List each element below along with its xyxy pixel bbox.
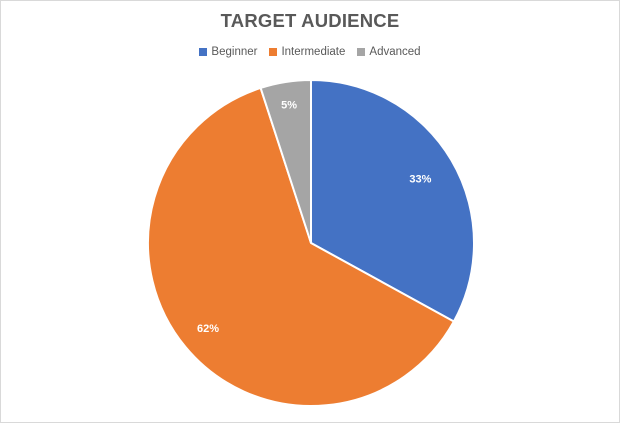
legend-swatch-beginner — [199, 48, 208, 56]
pie-slices — [147, 78, 475, 407]
legend-label-advanced: Advanced — [369, 46, 421, 58]
pie-slice-advanced — [259, 78, 312, 244]
pie-slice-intermediate — [147, 86, 456, 407]
legend-swatch-advanced — [357, 48, 366, 56]
chart-title: TARGET AUDIENCE — [220, 10, 400, 31]
data-label-intermediate: 62% — [197, 323, 219, 335]
legend-label-intermediate: Intermediate — [281, 46, 346, 58]
legend-label-beginner: Beginner — [211, 46, 258, 58]
legend: Beginner Intermediate Advanced — [0, 46, 620, 58]
legend-swatch-intermediate — [269, 48, 278, 56]
legend-item-intermediate: Intermediate — [269, 46, 345, 58]
pie-data-labels: 33% 62% 5% — [197, 100, 432, 336]
legend-item-beginner: Beginner — [199, 46, 257, 58]
data-label-advanced: 5% — [281, 100, 297, 112]
pie-slice-beginner — [310, 78, 475, 323]
legend-item-advanced: Advanced — [357, 46, 421, 58]
data-label-beginner: 33% — [409, 173, 431, 185]
